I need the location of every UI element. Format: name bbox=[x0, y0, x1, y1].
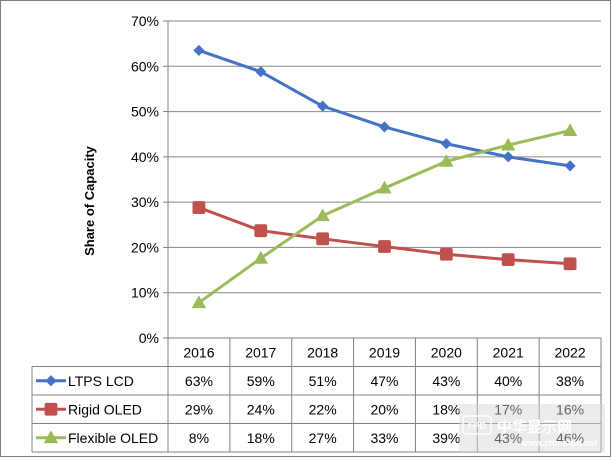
ltps-lcd-point-2019 bbox=[378, 121, 391, 133]
gridlines bbox=[163, 20, 601, 339]
data-label-ltps-lcd-2019: 47% bbox=[370, 373, 398, 389]
data-label-ltps-lcd-2022: 38% bbox=[556, 373, 584, 389]
watermark-badge: FPD bbox=[468, 421, 487, 431]
data-label-flexible-oled-2018: 27% bbox=[309, 430, 337, 446]
ltps-lcd-point-2021 bbox=[502, 151, 514, 163]
data-label-ltps-lcd-2016: 63% bbox=[185, 373, 213, 389]
rigid-oled-point-2018 bbox=[316, 232, 330, 246]
y-tick-label: 70% bbox=[131, 13, 159, 29]
flexible-oled-point-2017 bbox=[253, 250, 268, 264]
x-tick-label: 2018 bbox=[307, 344, 338, 360]
y-axis-label: Share of Capacity bbox=[82, 145, 97, 256]
x-tick-label: 2022 bbox=[554, 344, 585, 360]
rigid-oled-point-2021 bbox=[501, 253, 515, 267]
data-label-ltps-lcd-2020: 43% bbox=[432, 373, 460, 389]
y-tick-label: 20% bbox=[131, 239, 159, 255]
rigid-oled-point-2020 bbox=[439, 247, 453, 261]
y-tick-label: 60% bbox=[131, 58, 159, 74]
x-tick-label: 2016 bbox=[183, 344, 214, 360]
y-tick-label: 30% bbox=[131, 194, 159, 210]
data-label-flexible-oled-2021: 43% bbox=[494, 430, 522, 446]
data-label-flexible-oled-2020: 39% bbox=[432, 430, 460, 446]
flexible-oled-point-2019 bbox=[377, 180, 392, 194]
flexible-oled-point-2018 bbox=[315, 208, 330, 222]
data-label-rigid-oled-2022: 16% bbox=[556, 401, 584, 417]
fpd-badge-icon: FPD bbox=[462, 415, 492, 435]
ltps-lcd-line bbox=[198, 49, 571, 168]
legend-ltps-lcd-marker bbox=[45, 375, 57, 387]
rigid-oled-point-2017 bbox=[254, 224, 268, 238]
y-tick-label: 0% bbox=[139, 330, 159, 346]
data-label-flexible-oled-2019: 33% bbox=[370, 430, 398, 446]
data-label-flexible-oled-2022: 46% bbox=[556, 430, 584, 446]
data-label-rigid-oled-2017: 24% bbox=[247, 401, 275, 417]
data-label-rigid-oled-2019: 20% bbox=[370, 401, 398, 417]
flexible-oled-point-2016 bbox=[191, 295, 207, 309]
legend-flexible-oled-marker bbox=[43, 430, 59, 444]
ltps-lcd-point-2022 bbox=[564, 160, 576, 172]
data-table: 2016 2017 2018 2019 2020 2021 2022 LTPS LCD 63% 5… bbox=[31, 338, 602, 453]
data-label-rigid-oled-2018: 22% bbox=[309, 401, 337, 417]
data-label-ltps-lcd-2017: 59% bbox=[247, 373, 275, 389]
legend-ltps-lcd-label: LTPS LCD bbox=[68, 373, 134, 389]
legend-rigid-oled-marker bbox=[44, 402, 58, 416]
legend-rigid-oled-label: Rigid OLED bbox=[68, 401, 142, 417]
y-axis-ticks: 0% 10% 20% 30% 40% 50% 60% 70% bbox=[131, 13, 159, 346]
data-label-rigid-oled-2020: 18% bbox=[432, 401, 460, 417]
data-label-flexible-oled-2016: 8% bbox=[189, 430, 209, 446]
ltps-lcd-point-2020 bbox=[440, 138, 452, 150]
data-label-ltps-lcd-2021: 40% bbox=[494, 373, 522, 389]
flexible-oled-point-2020 bbox=[439, 154, 454, 167]
x-tick-label: 2021 bbox=[493, 344, 524, 360]
watermark-text: 中华显示网 bbox=[497, 418, 572, 436]
flexible-oled-point-2021 bbox=[501, 137, 516, 151]
flexible-oled-point-2022 bbox=[562, 123, 578, 136]
watermark: FPD 中华显示网 www.chinafpd.net bbox=[459, 404, 605, 452]
rigid-oled-point-2022 bbox=[563, 257, 577, 271]
watermark-url: www.chinafpd.net bbox=[520, 438, 598, 448]
data-label-rigid-oled-2021: 17% bbox=[494, 401, 522, 417]
legend-flexible-oled-label: Flexible OLED bbox=[68, 430, 158, 446]
rigid-oled-point-2019 bbox=[378, 240, 391, 253]
data-label-flexible-oled-2017: 18% bbox=[247, 430, 275, 446]
data-label-ltps-lcd-2018: 51% bbox=[309, 373, 337, 389]
rigid-oled-point-2016 bbox=[192, 201, 206, 214]
ltps-lcd-point-2018 bbox=[317, 100, 329, 112]
data-label-rigid-oled-2016: 29% bbox=[185, 401, 213, 417]
x-tick-label: 2017 bbox=[245, 344, 276, 360]
series-markers bbox=[191, 44, 578, 309]
y-tick-label: 10% bbox=[131, 285, 159, 301]
ltps-lcd-point-2017 bbox=[255, 66, 267, 78]
ltps-lcd-point-2016 bbox=[193, 44, 205, 57]
y-tick-label: 40% bbox=[131, 149, 159, 165]
x-tick-label: 2020 bbox=[431, 344, 462, 360]
y-tick-label: 50% bbox=[131, 104, 159, 120]
x-tick-label: 2019 bbox=[369, 344, 400, 360]
